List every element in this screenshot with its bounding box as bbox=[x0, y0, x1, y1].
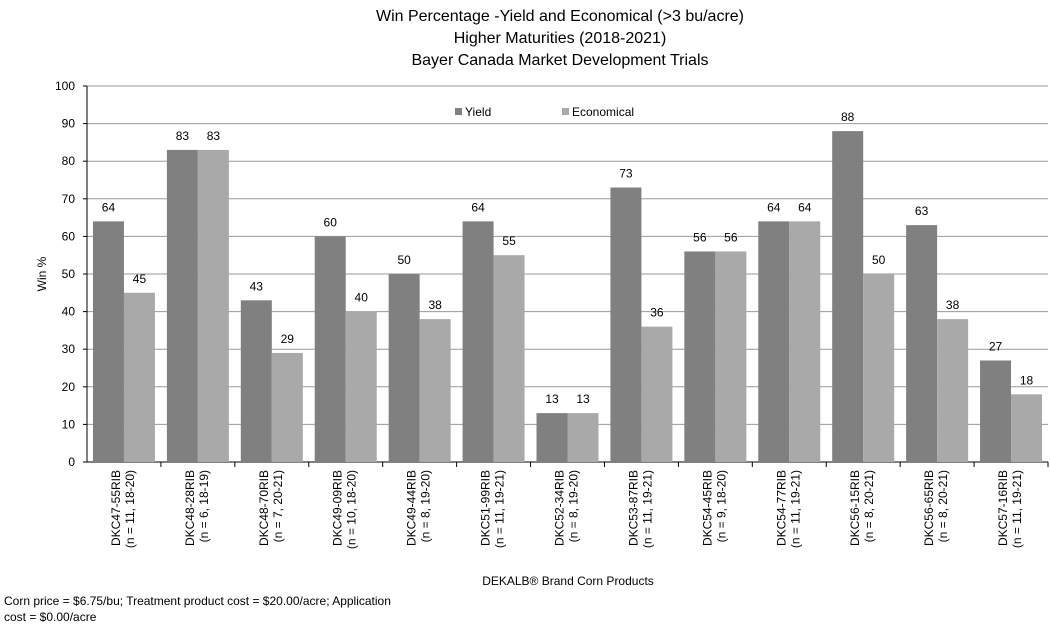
bar bbox=[271, 352, 303, 462]
x-tick-label: DKC51-99RIB(n = 11, 19-21) bbox=[479, 470, 507, 548]
data-label: 83 bbox=[207, 129, 221, 143]
y-tick-label: 80 bbox=[62, 154, 76, 168]
data-label: 36 bbox=[650, 306, 664, 320]
y-tick-label: 20 bbox=[62, 380, 76, 394]
legend-swatch bbox=[455, 108, 462, 115]
data-label: 88 bbox=[841, 110, 855, 124]
x-tick-label: DKC53-87RIB(n = 11, 19-21) bbox=[626, 470, 654, 548]
y-tick-label: 90 bbox=[62, 117, 76, 131]
bar bbox=[345, 311, 377, 462]
data-label: 43 bbox=[250, 279, 264, 293]
y-tick-label: 40 bbox=[62, 305, 76, 319]
x-tick-label: DKC57-16RIB(n = 11, 19-21) bbox=[996, 470, 1024, 548]
bar bbox=[462, 221, 494, 462]
bar bbox=[493, 255, 525, 462]
x-tick-label: DKC56-65RIB(n = 8, 20-21) bbox=[922, 470, 950, 546]
footnote: Corn price = $6.75/bu; Treatment product… bbox=[4, 594, 391, 608]
bar bbox=[684, 251, 716, 462]
bar bbox=[388, 274, 420, 462]
data-label: 50 bbox=[397, 253, 411, 267]
data-label: 56 bbox=[724, 230, 738, 244]
bar bbox=[419, 319, 451, 462]
x-tick-label: DKC48-28RIB(n = 6, 18-19) bbox=[183, 470, 211, 546]
data-label: 64 bbox=[471, 200, 485, 214]
data-label: 56 bbox=[693, 230, 707, 244]
y-tick-label: 100 bbox=[55, 79, 75, 93]
bar bbox=[166, 149, 198, 463]
y-tick-label: 50 bbox=[62, 267, 76, 281]
bar bbox=[641, 326, 673, 462]
bar bbox=[536, 413, 568, 462]
data-label: 64 bbox=[798, 200, 812, 214]
data-label: 64 bbox=[767, 200, 781, 214]
data-label: 38 bbox=[946, 298, 960, 312]
data-label: 18 bbox=[1020, 373, 1034, 387]
x-tick-label: DKC54-45RIB(n = 9, 18-20) bbox=[700, 470, 728, 546]
legend-label: Economical bbox=[572, 105, 634, 119]
bar bbox=[567, 413, 599, 462]
data-label: 73 bbox=[619, 167, 633, 181]
bar bbox=[123, 292, 155, 462]
legend-swatch bbox=[562, 108, 569, 115]
y-axis-label: Win % bbox=[35, 256, 49, 291]
bar bbox=[314, 236, 346, 462]
data-label: 13 bbox=[545, 392, 559, 406]
data-label: 60 bbox=[324, 215, 338, 229]
chart-title: Win Percentage -Yield and Economical (>3… bbox=[376, 8, 744, 25]
x-axis-label: DEKALB® Brand Corn Products bbox=[482, 574, 654, 588]
bar bbox=[906, 225, 938, 462]
data-label: 45 bbox=[133, 272, 147, 286]
y-tick-label: 0 bbox=[68, 455, 75, 469]
bar bbox=[758, 221, 790, 462]
data-label: 55 bbox=[502, 234, 516, 248]
bar bbox=[240, 300, 272, 462]
bar bbox=[980, 360, 1012, 462]
bar bbox=[789, 221, 821, 462]
bar bbox=[197, 149, 229, 463]
x-tick-label: DKC47-55RIB(n = 11, 18-20) bbox=[109, 470, 137, 548]
data-label: 29 bbox=[281, 332, 295, 346]
y-tick-label: 30 bbox=[62, 342, 76, 356]
x-tick-label: DKC52-34RIB(n = 8, 19-20) bbox=[553, 470, 581, 546]
x-tick-label: DKC48-70RIB(n = 7, 20-21) bbox=[257, 470, 285, 546]
data-label: 64 bbox=[102, 200, 116, 214]
footnote: cost = $0.00/acre bbox=[4, 610, 97, 624]
y-tick-label: 60 bbox=[62, 229, 76, 243]
bar bbox=[863, 274, 895, 462]
data-label: 63 bbox=[915, 204, 929, 218]
bar bbox=[610, 187, 642, 462]
bar bbox=[92, 221, 124, 462]
legend-label: Yield bbox=[465, 105, 491, 119]
x-tick-label: DKC54-77RIB(n = 11, 19-21) bbox=[774, 470, 802, 548]
y-tick-label: 70 bbox=[62, 192, 76, 206]
bar bbox=[937, 319, 969, 462]
data-label: 50 bbox=[872, 253, 886, 267]
chart-title: Bayer Canada Market Development Trials bbox=[411, 52, 708, 69]
x-tick-label: DKC49-09RIB(n = 10, 18-20) bbox=[331, 470, 359, 549]
data-label: 83 bbox=[176, 129, 190, 143]
data-label: 13 bbox=[576, 392, 590, 406]
x-tick-label: DKC49-44RIB(n = 8, 19-20) bbox=[405, 470, 433, 546]
bar bbox=[715, 251, 747, 462]
y-tick-label: 10 bbox=[62, 417, 76, 431]
data-label: 40 bbox=[355, 291, 369, 305]
chart-title: Higher Maturities (2018-2021) bbox=[454, 30, 667, 47]
x-tick-label: DKC56-15RIB(n = 8, 20-21) bbox=[848, 470, 876, 546]
bar bbox=[1011, 394, 1043, 462]
data-label: 38 bbox=[428, 298, 442, 312]
data-label: 27 bbox=[989, 339, 1003, 353]
bar bbox=[832, 131, 864, 462]
